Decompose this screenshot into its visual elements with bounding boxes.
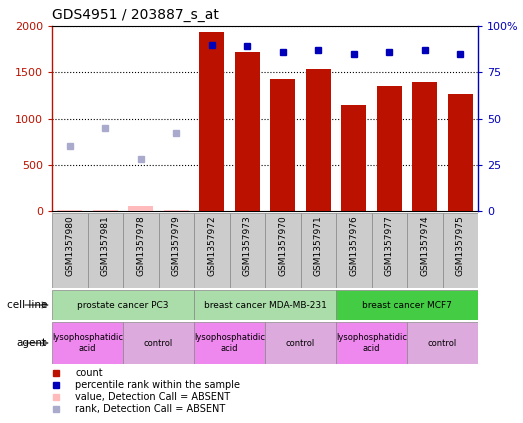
Text: agent: agent — [17, 338, 47, 348]
Text: GSM1357980: GSM1357980 — [65, 215, 74, 276]
Text: control: control — [144, 338, 173, 348]
Text: breast cancer MCF7: breast cancer MCF7 — [362, 300, 452, 310]
Text: GSM1357970: GSM1357970 — [278, 215, 287, 276]
Text: control: control — [428, 338, 457, 348]
Text: lysophosphatidic
acid: lysophosphatidic acid — [194, 333, 265, 353]
Text: rank, Detection Call = ABSENT: rank, Detection Call = ABSENT — [75, 404, 226, 414]
Text: GSM1357975: GSM1357975 — [456, 215, 465, 276]
Bar — [377, 86, 402, 211]
Bar — [342, 104, 366, 211]
Text: GSM1357972: GSM1357972 — [207, 215, 216, 276]
Bar — [58, 210, 82, 211]
Bar — [407, 213, 442, 288]
Bar — [123, 322, 194, 364]
Text: GSM1357974: GSM1357974 — [420, 215, 429, 276]
Bar — [158, 213, 194, 288]
Bar — [306, 69, 331, 211]
Bar — [412, 82, 437, 211]
Bar — [407, 322, 478, 364]
Bar — [164, 210, 189, 211]
Bar — [336, 322, 407, 364]
Bar — [87, 213, 123, 288]
Bar — [52, 213, 87, 288]
Text: GSM1357973: GSM1357973 — [243, 215, 252, 276]
Bar — [199, 32, 224, 211]
Bar — [93, 210, 118, 211]
Bar — [123, 213, 158, 288]
Bar — [52, 322, 123, 364]
Bar — [336, 290, 478, 320]
Text: GSM1357977: GSM1357977 — [385, 215, 394, 276]
Text: control: control — [286, 338, 315, 348]
Text: value, Detection Call = ABSENT: value, Detection Call = ABSENT — [75, 392, 231, 402]
Text: prostate cancer PC3: prostate cancer PC3 — [77, 300, 169, 310]
Text: lysophosphatidic
acid: lysophosphatidic acid — [52, 333, 123, 353]
Text: count: count — [75, 368, 103, 378]
Bar — [270, 79, 295, 211]
Text: GDS4951 / 203887_s_at: GDS4951 / 203887_s_at — [52, 8, 219, 22]
Bar — [448, 94, 473, 211]
Text: GSM1357979: GSM1357979 — [172, 215, 181, 276]
Bar — [230, 213, 265, 288]
Text: breast cancer MDA-MB-231: breast cancer MDA-MB-231 — [203, 300, 326, 310]
Bar — [265, 322, 336, 364]
Bar — [194, 213, 230, 288]
Bar — [371, 213, 407, 288]
Bar — [301, 213, 336, 288]
Bar — [442, 213, 478, 288]
Bar — [128, 206, 153, 211]
Text: GSM1357976: GSM1357976 — [349, 215, 358, 276]
Bar — [265, 213, 301, 288]
Text: cell line: cell line — [7, 300, 47, 310]
Text: lysophosphatidic
acid: lysophosphatidic acid — [336, 333, 407, 353]
Bar — [194, 322, 265, 364]
Text: GSM1357978: GSM1357978 — [137, 215, 145, 276]
Text: percentile rank within the sample: percentile rank within the sample — [75, 380, 241, 390]
Text: GSM1357971: GSM1357971 — [314, 215, 323, 276]
Bar — [194, 290, 336, 320]
Text: GSM1357981: GSM1357981 — [101, 215, 110, 276]
Bar — [336, 213, 371, 288]
Bar — [235, 52, 260, 211]
Bar — [52, 290, 194, 320]
